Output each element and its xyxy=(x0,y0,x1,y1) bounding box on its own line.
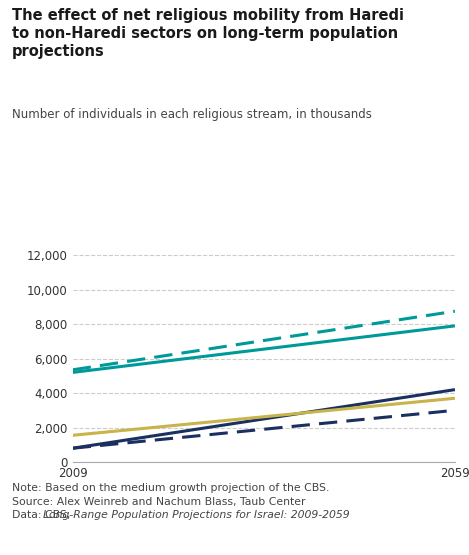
Text: The effect of net religious mobility from Haredi
to non-Haredi sectors on long-t: The effect of net religious mobility fro… xyxy=(12,8,404,59)
Text: Long-Range Population Projections for Israel: 2009-2059: Long-Range Population Projections for Is… xyxy=(43,510,349,520)
Text: Data: CBS,: Data: CBS, xyxy=(12,510,74,520)
Text: Source: Alex Weinreb and Nachum Blass, Taub Center: Source: Alex Weinreb and Nachum Blass, T… xyxy=(12,497,305,507)
Text: Number of individuals in each religious stream, in thousands: Number of individuals in each religious … xyxy=(12,108,372,121)
Text: Note: Based on the medium growth projection of the CBS.: Note: Based on the medium growth project… xyxy=(12,483,329,493)
